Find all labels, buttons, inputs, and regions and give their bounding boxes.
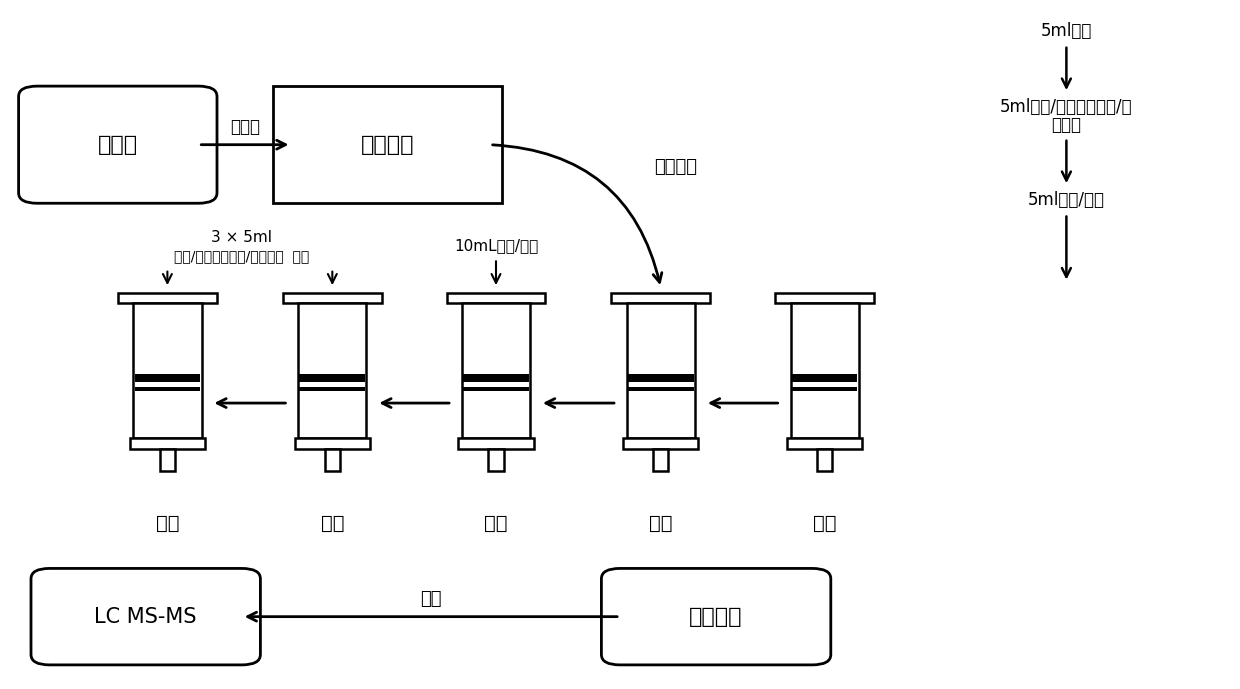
Bar: [791, 303, 859, 438]
Text: 乙腈/甲基叔丁基醚/氢氧化铵  氮气: 乙腈/甲基叔丁基醚/氢氧化铵 氮气: [174, 249, 310, 263]
Bar: [775, 293, 874, 303]
Bar: [464, 374, 528, 382]
Bar: [135, 374, 201, 382]
Bar: [459, 438, 533, 449]
Text: 活化: 活化: [813, 514, 836, 533]
FancyBboxPatch shape: [19, 86, 217, 203]
Text: 氧化铵: 氧化铵: [1052, 116, 1081, 134]
Text: 固定: 固定: [650, 514, 672, 533]
Bar: [135, 387, 201, 391]
Text: 分析: 分析: [420, 590, 441, 608]
Text: 5ml纯水/乙腈: 5ml纯水/乙腈: [1028, 191, 1105, 209]
Bar: [461, 303, 529, 438]
Bar: [653, 449, 668, 471]
Text: 5ml乙腈: 5ml乙腈: [1040, 22, 1092, 40]
Bar: [283, 293, 382, 303]
Text: 旋转蒸发: 旋转蒸发: [655, 158, 697, 176]
Text: LC MS-MS: LC MS-MS: [94, 606, 197, 627]
Bar: [325, 449, 340, 471]
Bar: [629, 387, 694, 391]
Bar: [300, 387, 366, 391]
Bar: [627, 303, 696, 438]
FancyBboxPatch shape: [31, 568, 260, 665]
Bar: [134, 303, 201, 438]
Bar: [130, 438, 205, 449]
Bar: [300, 374, 366, 382]
Bar: [792, 387, 858, 391]
Bar: [624, 438, 698, 449]
Bar: [160, 449, 175, 471]
Text: 索氏提取: 索氏提取: [361, 134, 414, 155]
Bar: [629, 374, 694, 382]
Text: 10mL纯水/乙腈: 10mL纯水/乙腈: [454, 238, 538, 254]
Bar: [446, 293, 546, 303]
Text: 预处理: 预处理: [229, 119, 260, 136]
Bar: [464, 387, 528, 391]
FancyBboxPatch shape: [273, 86, 502, 203]
Bar: [489, 449, 503, 471]
Bar: [787, 438, 862, 449]
Bar: [792, 374, 858, 382]
Bar: [611, 293, 711, 303]
Text: 干燥: 干燥: [321, 514, 343, 533]
Bar: [295, 438, 370, 449]
Text: 5ml乙腈/甲基叔丁基醚/氢: 5ml乙腈/甲基叔丁基醚/氢: [1001, 98, 1132, 116]
Text: 3 × 5ml: 3 × 5ml: [211, 230, 273, 245]
Text: 沉积物: 沉积物: [98, 134, 138, 155]
Text: 洗脱: 洗脱: [156, 514, 179, 533]
Bar: [118, 293, 217, 303]
Text: 淋洗: 淋洗: [485, 514, 507, 533]
Bar: [817, 449, 832, 471]
FancyBboxPatch shape: [601, 568, 831, 665]
Bar: [299, 303, 367, 438]
Text: 固相萃取: 固相萃取: [689, 606, 743, 627]
